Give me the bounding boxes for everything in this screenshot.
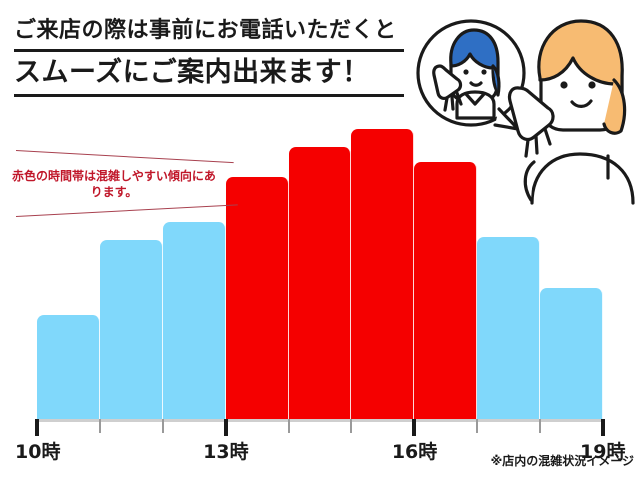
chart-footnote: ※店内の混雑状況イメージ — [490, 454, 634, 468]
busy-hours-annotation: 赤色の時間帯は混雑しやすい傾向にあります。 — [12, 169, 216, 199]
x-tick-6 — [412, 419, 417, 436]
headline-line-2: スムーズにご案内出来ます！ — [14, 57, 370, 88]
headline-divider-bottom — [14, 94, 404, 97]
bar-11時 — [99, 240, 163, 420]
x-tick-8 — [539, 419, 542, 433]
illustration-svg — [416, 19, 635, 205]
bar-16時 — [414, 162, 478, 420]
bar-10時 — [37, 315, 100, 420]
x-tick-0 — [35, 419, 39, 436]
phone-call-illustration — [400, 0, 640, 205]
x-tick-7 — [476, 419, 479, 433]
bar-15時 — [351, 129, 415, 420]
x-tick-3 — [223, 419, 228, 436]
x-tick-label-16時: 16時 — [391, 441, 438, 463]
customer-woman-on-phone — [507, 19, 635, 205]
headline-block: ご来店の際は事前にお電話いただくと スムーズにご案内出来ます！ — [14, 16, 414, 100]
x-tick-label-13時: 13時 — [203, 441, 249, 463]
x-tick-1 — [98, 419, 101, 433]
x-tick-label-10時: 10時 — [15, 441, 61, 463]
x-tick-2 — [161, 419, 164, 433]
x-tick-4 — [287, 419, 290, 433]
x-axis-baseline — [37, 419, 603, 422]
x-tick-9 — [601, 419, 605, 436]
x-tick-5 — [350, 419, 353, 433]
bar-14時 — [288, 147, 352, 420]
bar-18時 — [540, 288, 603, 420]
headline-line-1: ご来店の際は事前にお電話いただくと — [14, 18, 397, 43]
staff-woman-on-phone — [432, 28, 501, 120]
x-tick-label-19時: 19時 — [580, 441, 626, 463]
bar-13時 — [225, 177, 289, 420]
headline-divider-top — [14, 49, 404, 52]
bar-17時 — [477, 237, 541, 420]
bar-12時 — [162, 222, 226, 420]
